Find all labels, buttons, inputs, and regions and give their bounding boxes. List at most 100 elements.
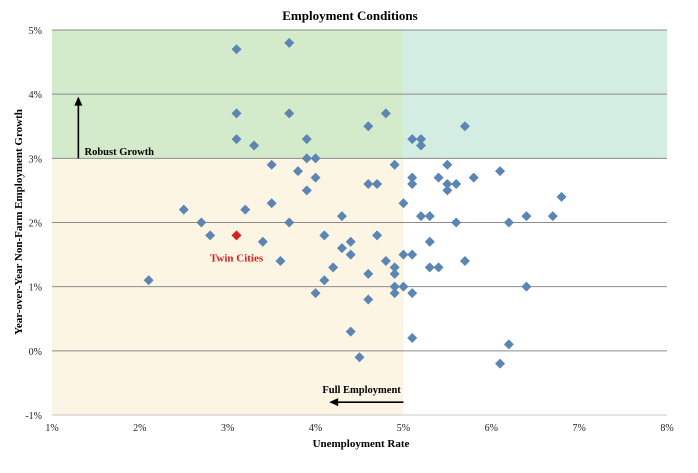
data-point — [424, 236, 435, 247]
data-point — [389, 281, 400, 292]
data-point — [301, 185, 312, 196]
data-point — [407, 249, 418, 260]
full-employment-label: Full Employment — [322, 385, 401, 396]
data-point — [345, 326, 356, 337]
y-tick-label: 1% — [29, 283, 42, 294]
data-point — [257, 236, 268, 247]
data-point — [459, 121, 470, 132]
robust-growth-label: Robust Growth — [85, 147, 155, 158]
data-point — [301, 153, 312, 164]
data-point — [521, 211, 532, 222]
y-tick-label: 2% — [29, 219, 42, 230]
data-point — [398, 249, 409, 260]
data-point — [407, 179, 418, 189]
data-point — [231, 108, 242, 119]
data-point — [363, 268, 374, 279]
data-point — [459, 256, 470, 266]
data-point — [442, 185, 453, 196]
data-point — [389, 262, 400, 273]
data-point — [275, 256, 286, 266]
y-tick-labels: -1% 0% 1% 2% 3% 4% 5% — [25, 26, 42, 422]
x-tick-label: 4% — [309, 423, 322, 434]
data-point — [495, 358, 506, 369]
x-tick-label: 2% — [133, 423, 146, 434]
data-point — [389, 268, 400, 279]
data-point — [495, 166, 506, 177]
data-point — [178, 204, 189, 215]
data-point — [196, 217, 207, 228]
data-points — [143, 37, 567, 369]
data-point — [284, 217, 295, 228]
data-point — [363, 294, 374, 305]
x-tick-label: 5% — [397, 423, 410, 434]
annotations: Robust Growth Full Employment — [74, 96, 404, 407]
full-employment-arrow-head — [329, 398, 339, 407]
data-point — [433, 172, 444, 183]
x-tick-label: 1% — [45, 423, 58, 434]
data-point — [345, 236, 356, 247]
twin-cities-point — [231, 230, 242, 241]
data-point — [547, 211, 558, 222]
data-point — [442, 179, 453, 189]
chart-title: Employment Conditions — [282, 8, 417, 23]
data-point — [503, 339, 514, 350]
data-point — [372, 230, 383, 241]
twin-cities-label: Twin Cities — [210, 252, 264, 264]
data-point — [398, 281, 409, 292]
x-tick-labels: 1% 2% 3% 4% 5% 6% 7% 8% — [45, 423, 673, 434]
data-point — [231, 44, 242, 55]
data-point — [336, 211, 347, 222]
data-point — [424, 262, 435, 273]
data-point — [380, 108, 391, 119]
data-point — [363, 179, 374, 189]
data-point — [407, 134, 418, 145]
data-point — [284, 108, 295, 119]
data-point — [363, 121, 374, 132]
data-point — [468, 172, 479, 183]
data-point — [389, 159, 400, 170]
highlight-point: Twin Cities — [210, 230, 264, 264]
data-point — [310, 172, 321, 183]
data-point — [249, 140, 260, 151]
data-point — [416, 140, 426, 151]
x-tick-label: 6% — [485, 423, 498, 434]
data-point — [407, 288, 418, 299]
data-point — [240, 204, 251, 215]
data-point — [451, 217, 462, 228]
data-point — [424, 211, 435, 222]
data-point — [416, 134, 426, 145]
data-point — [556, 191, 567, 202]
y-tick-label: 3% — [29, 154, 42, 165]
x-tick-label: 3% — [221, 423, 234, 434]
data-point — [407, 172, 418, 183]
x-tick-label: 7% — [572, 423, 585, 434]
data-point — [336, 243, 347, 254]
data-point — [310, 153, 321, 164]
y-tick-label: 4% — [29, 90, 42, 101]
data-point — [319, 275, 330, 286]
gridlines — [52, 29, 667, 416]
data-point — [389, 288, 400, 299]
data-point — [416, 211, 426, 222]
data-point — [205, 230, 216, 241]
data-point — [266, 159, 277, 170]
data-point — [407, 333, 418, 343]
data-point — [266, 198, 277, 209]
data-point — [328, 262, 339, 273]
y-axis-title: Year-over-Year Non-Farm Employment Growt… — [13, 109, 25, 335]
data-point — [310, 288, 321, 299]
data-point — [231, 134, 242, 145]
data-point — [284, 37, 295, 48]
x-axis-title: Unemployment Rate — [313, 438, 410, 450]
y-tick-label: 5% — [29, 26, 42, 37]
data-point — [398, 198, 409, 209]
robust-growth-arrow-head — [74, 96, 83, 106]
y-tick-label: 0% — [29, 347, 42, 358]
y-tick-label: -1% — [25, 411, 42, 422]
data-point — [372, 179, 383, 189]
data-point — [442, 159, 453, 170]
data-point — [354, 352, 365, 363]
data-point — [293, 166, 303, 177]
data-point — [380, 256, 391, 266]
